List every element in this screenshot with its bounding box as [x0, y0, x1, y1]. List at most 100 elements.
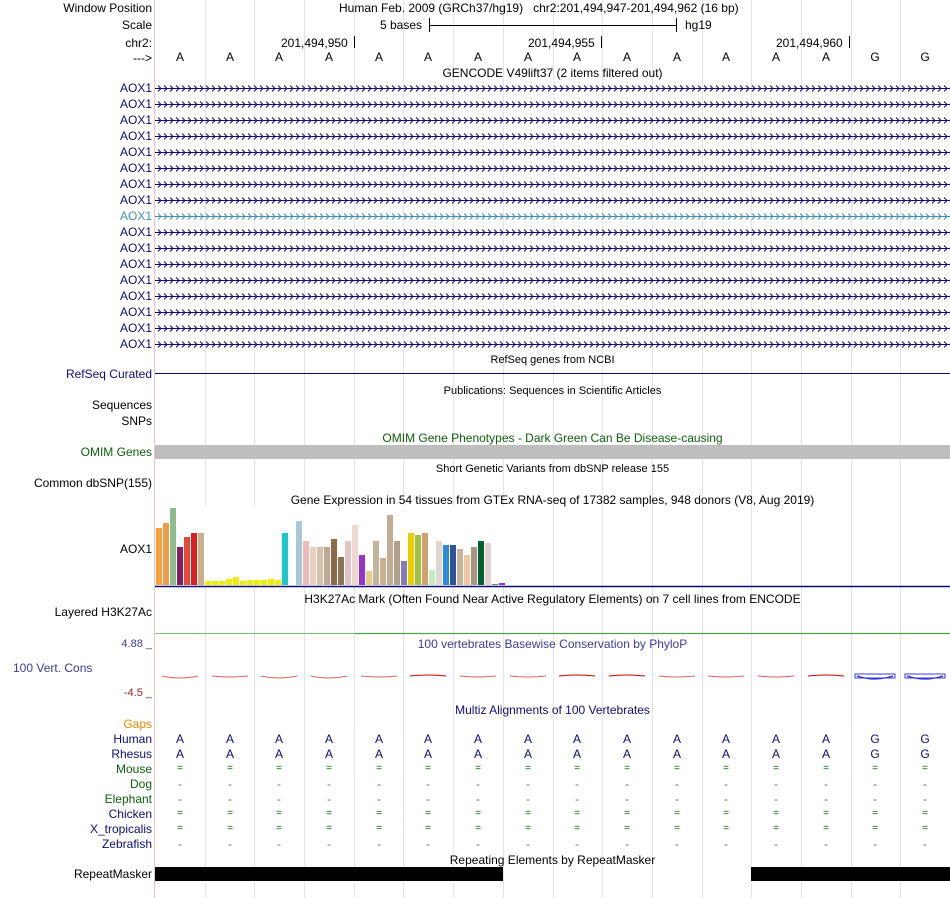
gencode-gene-label[interactable]: AOX1 — [119, 305, 152, 319]
gencode-gene-label[interactable]: AOX1 — [119, 145, 152, 159]
gtex-tissue-bar[interactable] — [387, 515, 393, 585]
h3k27ac-label[interactable]: Layered H3K27Ac — [54, 605, 152, 619]
gencode-gene-label[interactable]: AOX1 — [119, 209, 152, 223]
gtex-tissue-bar[interactable] — [359, 555, 365, 585]
gencode-gene-row[interactable] — [155, 323, 950, 333]
gencode-gene-row[interactable] — [155, 275, 950, 285]
gencode-gene-row[interactable] — [155, 339, 950, 349]
gtex-tissue-bar[interactable] — [219, 581, 225, 585]
gtex-tissue-bar[interactable] — [436, 541, 442, 585]
species-label[interactable]: Zebrafish — [101, 837, 152, 851]
gtex-tissue-bar[interactable] — [345, 541, 351, 585]
gtex-label[interactable]: AOX1 — [119, 542, 152, 556]
gtex-tissue-bar[interactable] — [205, 581, 211, 585]
gtex-tissue-bar[interactable] — [408, 533, 414, 585]
gtex-tissue-bar[interactable] — [429, 570, 435, 585]
dbsnp-label[interactable]: Common dbSNP(155) — [33, 476, 152, 490]
gtex-tissue-bar[interactable] — [492, 584, 498, 585]
gtex-tissue-bar[interactable] — [275, 580, 281, 585]
gencode-gene-row[interactable] — [155, 211, 950, 221]
gencode-gene-label[interactable]: AOX1 — [119, 97, 152, 111]
gencode-gene-row[interactable] — [155, 115, 950, 125]
gtex-tissue-bar[interactable] — [247, 580, 253, 585]
species-label[interactable]: Elephant — [104, 792, 152, 806]
gencode-gene-row[interactable] — [155, 147, 950, 157]
phylop-signal[interactable] — [155, 654, 950, 698]
gencode-gene-row[interactable] — [155, 259, 950, 269]
conservation-label[interactable]: 100 Vert. Cons — [13, 661, 93, 675]
gtex-tissue-bar[interactable] — [352, 525, 358, 585]
gtex-tissue-bar[interactable] — [296, 521, 302, 585]
publications-sequences-label[interactable]: Sequences — [91, 398, 152, 412]
repeatmasker-element-1[interactable] — [155, 867, 503, 881]
gtex-tissue-bar[interactable] — [254, 580, 260, 585]
gtex-tissue-bar[interactable] — [450, 545, 456, 585]
gtex-tissue-bar[interactable] — [317, 547, 323, 585]
repeatmasker-element-2[interactable] — [751, 867, 950, 881]
gtex-tissue-bar[interactable] — [422, 533, 428, 585]
gtex-tissue-bar[interactable] — [310, 547, 316, 585]
gencode-gene-row[interactable] — [155, 163, 950, 173]
gtex-tissue-bar[interactable] — [240, 581, 246, 585]
gtex-tissue-bar[interactable] — [401, 561, 407, 585]
gencode-gene-row[interactable] — [155, 227, 950, 237]
gtex-tissue-bar[interactable] — [338, 557, 344, 585]
gtex-tissue-bar[interactable] — [415, 535, 421, 585]
gtex-tissue-bar[interactable] — [170, 508, 176, 585]
gencode-gene-label[interactable]: AOX1 — [119, 129, 152, 143]
gtex-tissue-bar[interactable] — [184, 537, 190, 585]
gtex-tissue-bar[interactable] — [457, 549, 463, 585]
species-label[interactable]: X_tropicalis — [89, 822, 152, 836]
gencode-gene-label[interactable]: AOX1 — [119, 81, 152, 95]
species-label[interactable]: Chicken — [108, 807, 152, 821]
gencode-gene-row[interactable] — [155, 291, 950, 301]
gencode-gene-row[interactable] — [155, 99, 950, 109]
refseq-label[interactable]: RefSeq Curated — [65, 367, 152, 381]
gencode-gene-label[interactable]: AOX1 — [119, 177, 152, 191]
gtex-tissue-bar[interactable] — [156, 528, 162, 585]
species-label[interactable]: Mouse — [115, 762, 152, 776]
gtex-tissue-bar[interactable] — [478, 541, 484, 585]
gtex-tissue-bar[interactable] — [177, 547, 183, 585]
gencode-gene-label[interactable]: AOX1 — [119, 257, 152, 271]
gtex-tissue-bar[interactable] — [289, 584, 295, 585]
gencode-gene-row[interactable] — [155, 83, 950, 93]
gtex-bar-chart[interactable] — [155, 506, 950, 588]
gtex-tissue-bar[interactable] — [443, 545, 449, 585]
gencode-gene-label[interactable]: AOX1 — [119, 337, 152, 351]
gtex-tissue-bar[interactable] — [499, 583, 505, 585]
gtex-tissue-bar[interactable] — [366, 571, 372, 585]
gtex-tissue-bar[interactable] — [163, 523, 169, 585]
gencode-gene-label[interactable]: AOX1 — [119, 113, 152, 127]
gtex-tissue-bar[interactable] — [212, 581, 218, 585]
gtex-tissue-bar[interactable] — [261, 580, 267, 585]
gtex-tissue-bar[interactable] — [394, 541, 400, 585]
gencode-gene-label[interactable]: AOX1 — [119, 225, 152, 239]
gtex-tissue-bar[interactable] — [226, 579, 232, 585]
gtex-tissue-bar[interactable] — [191, 533, 197, 585]
gtex-tissue-bar[interactable] — [282, 533, 288, 585]
gencode-gene-row[interactable] — [155, 195, 950, 205]
gtex-tissue-bar[interactable] — [380, 558, 386, 585]
gtex-tissue-bar[interactable] — [464, 555, 470, 585]
species-label[interactable]: Dog — [129, 777, 152, 791]
refseq-gene-line[interactable] — [155, 373, 950, 374]
species-label[interactable]: Human — [113, 732, 152, 746]
gtex-tissue-bar[interactable] — [373, 541, 379, 585]
omim-label[interactable]: OMIM Genes — [80, 445, 152, 459]
gencode-gene-label[interactable]: AOX1 — [119, 241, 152, 255]
gtex-tissue-bar[interactable] — [485, 543, 491, 585]
gtex-tissue-bar[interactable] — [471, 547, 477, 585]
gencode-gene-row[interactable] — [155, 179, 950, 189]
publications-snps-label[interactable]: SNPs — [121, 414, 152, 428]
gtex-tissue-bar[interactable] — [303, 541, 309, 585]
gtex-tissue-bar[interactable] — [268, 579, 274, 585]
gencode-gene-label[interactable]: AOX1 — [119, 193, 152, 207]
gtex-tissue-bar[interactable] — [331, 539, 337, 585]
gencode-gene-label[interactable]: AOX1 — [119, 321, 152, 335]
track-area[interactable]: Human Feb. 2009 (GRCh37/hg19) chr2:201,4… — [155, 0, 950, 898]
repeatmasker-label[interactable]: RepeatMasker — [73, 867, 152, 881]
gtex-tissue-bar[interactable] — [324, 547, 330, 585]
gencode-gene-label[interactable]: AOX1 — [119, 273, 152, 287]
gencode-gene-label[interactable]: AOX1 — [119, 161, 152, 175]
